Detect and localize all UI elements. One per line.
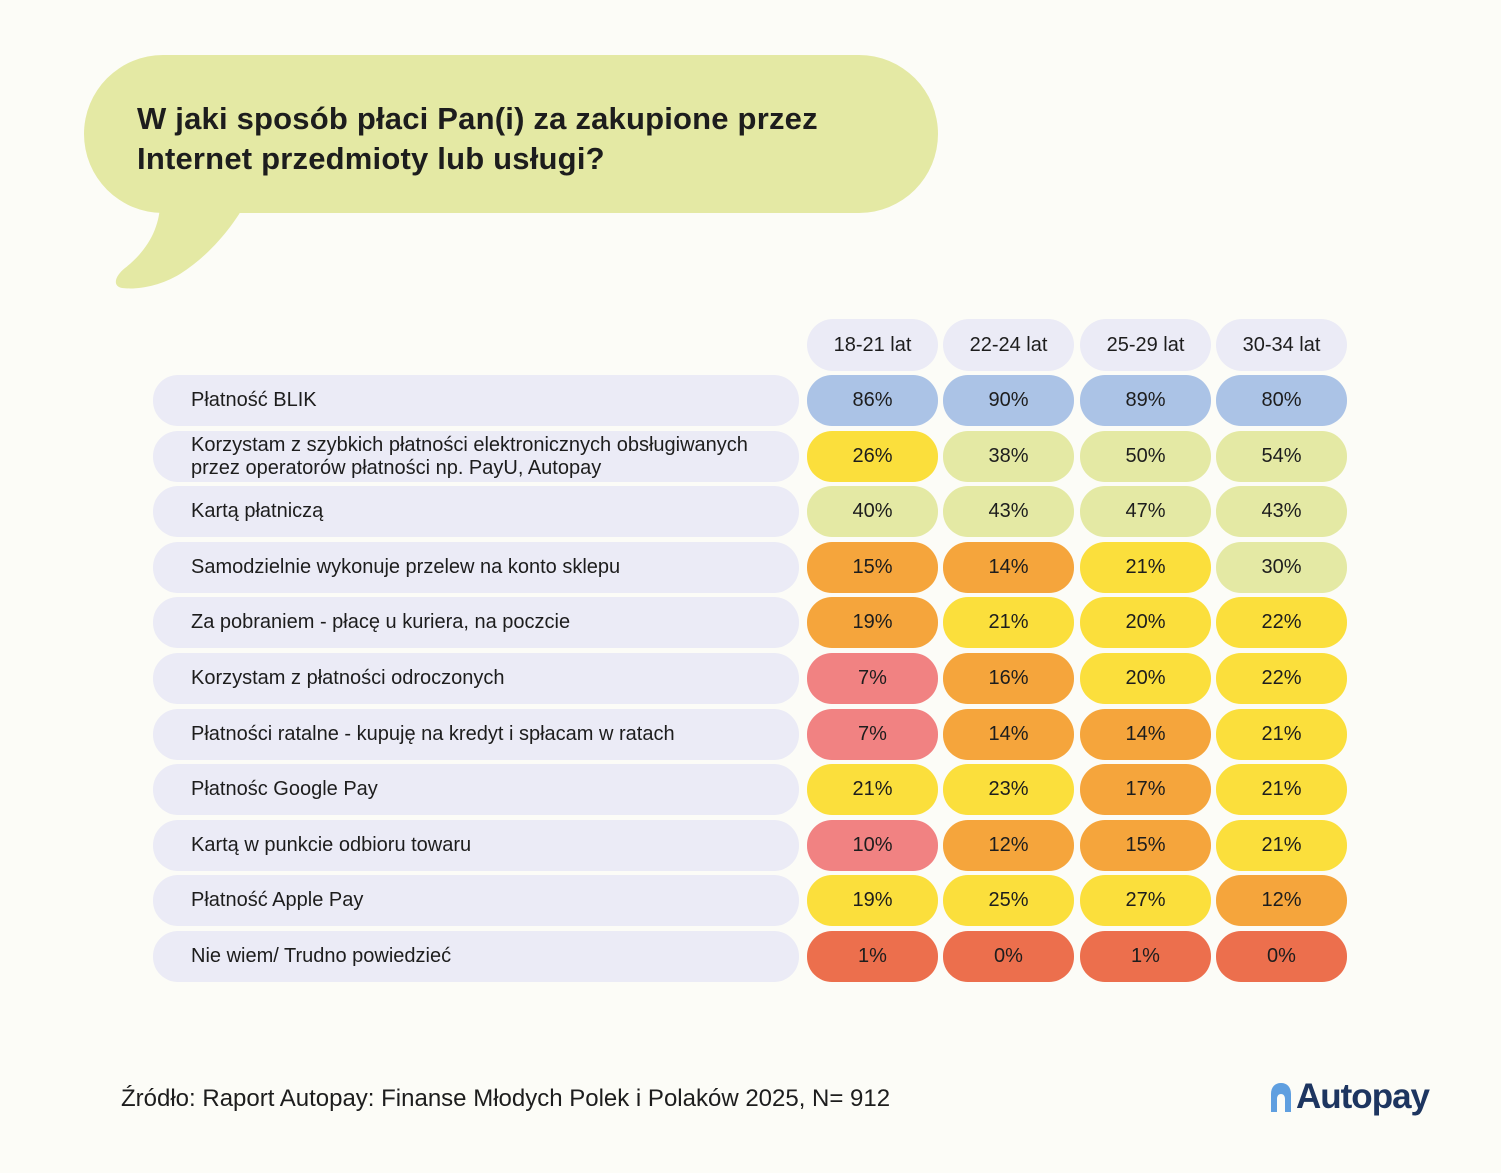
value-cell: 40% — [807, 486, 938, 537]
value-cell: 27% — [1080, 875, 1211, 926]
row-label: Za pobraniem - płacę u kuriera, na poczc… — [153, 597, 799, 648]
value-cell: 1% — [1080, 931, 1211, 982]
value-cell: 0% — [1216, 931, 1347, 982]
value-cell: 21% — [1216, 764, 1347, 815]
value-cell: 90% — [943, 375, 1074, 426]
value-cell: 47% — [1080, 486, 1211, 537]
value-cell: 30% — [1216, 542, 1347, 593]
value-cell: 17% — [1080, 764, 1211, 815]
row-label: Korzystam z szybkich płatności elektroni… — [153, 431, 799, 482]
value-cell: 21% — [1216, 820, 1347, 871]
value-cell: 16% — [943, 653, 1074, 704]
row-label: Płatności ratalne - kupuję na kredyt i s… — [153, 709, 799, 760]
row-label: Korzystam z płatności odroczonych — [153, 653, 799, 704]
value-cell: 14% — [943, 709, 1074, 760]
value-cell: 14% — [943, 542, 1074, 593]
value-cell: 25% — [943, 875, 1074, 926]
value-cell: 0% — [943, 931, 1074, 982]
value-cell: 15% — [1080, 820, 1211, 871]
value-cell: 1% — [807, 931, 938, 982]
source-note: Źródło: Raport Autopay: Finanse Młodych … — [121, 1085, 891, 1112]
value-cell: 54% — [1216, 431, 1347, 482]
value-cell: 20% — [1080, 653, 1211, 704]
column-header: 22-24 lat — [943, 319, 1074, 371]
chart-title: W jaki sposób płaci Pan(i) za zakupione … — [137, 101, 818, 176]
row-label: Nie wiem/ Trudno powiedzieć — [153, 931, 799, 982]
value-cell: 21% — [1080, 542, 1211, 593]
value-cell: 26% — [807, 431, 938, 482]
value-cell: 19% — [807, 597, 938, 648]
row-label: Płatność BLIK — [153, 375, 799, 426]
value-cell: 50% — [1080, 431, 1211, 482]
row-label: Kartą w punkcie odbioru towaru — [153, 820, 799, 871]
value-cell: 38% — [943, 431, 1074, 482]
value-cell: 10% — [807, 820, 938, 871]
value-cell: 21% — [1216, 709, 1347, 760]
value-cell: 14% — [1080, 709, 1211, 760]
value-cell: 20% — [1080, 597, 1211, 648]
value-cell: 19% — [807, 875, 938, 926]
autopay-logo-text: Autopay — [1296, 1077, 1430, 1116]
row-label: Płatność Apple Pay — [153, 875, 799, 926]
value-cell: 43% — [1216, 486, 1347, 537]
value-cell: 21% — [943, 597, 1074, 648]
value-cell: 86% — [807, 375, 938, 426]
title-speech-bubble — [84, 55, 938, 213]
value-cell: 12% — [1216, 875, 1347, 926]
row-label: Płatnośc Google Pay — [153, 764, 799, 815]
value-cell: 89% — [1080, 375, 1211, 426]
value-cell: 7% — [807, 709, 938, 760]
value-cell: 15% — [807, 542, 938, 593]
autopay-logo: Autopay — [1270, 1077, 1430, 1117]
column-header: 25-29 lat — [1080, 319, 1211, 371]
value-cell: 22% — [1216, 597, 1347, 648]
value-cell: 23% — [943, 764, 1074, 815]
column-header: 30-34 lat — [1216, 319, 1347, 371]
value-cell: 22% — [1216, 653, 1347, 704]
row-label: Kartą płatniczą — [153, 486, 799, 537]
autopay-arch-icon — [1271, 1083, 1291, 1112]
row-label: Samodzielnie wykonuje przelew na konto s… — [153, 542, 799, 593]
payment-methods-table: 18-21 lat 22-24 lat 25-29 lat 30-34 lat Płat… — [153, 319, 1347, 982]
value-cell: 80% — [1216, 375, 1347, 426]
value-cell: 43% — [943, 486, 1074, 537]
value-cell: 7% — [807, 653, 938, 704]
speech-bubble-tail — [115, 195, 250, 289]
value-cell: 12% — [943, 820, 1074, 871]
column-header: 18-21 lat — [807, 319, 938, 371]
value-cell: 21% — [807, 764, 938, 815]
